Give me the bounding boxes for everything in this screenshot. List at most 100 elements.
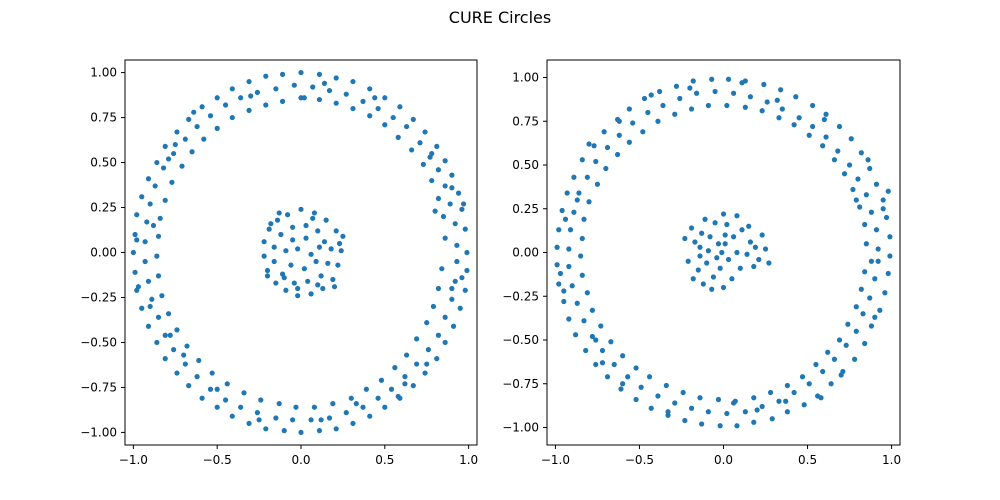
- left-scatter-point: [201, 136, 207, 142]
- left-scatter-point: [241, 390, 247, 396]
- right-scatter-point: [883, 214, 890, 221]
- left-scatter-point: [301, 266, 307, 272]
- left-scatter-point: [447, 201, 453, 207]
- right-scatter-point: [867, 295, 873, 301]
- right-scatter-point: [863, 241, 869, 247]
- left-scatter-point: [169, 179, 175, 185]
- right-scatter-point: [730, 400, 737, 406]
- left-scatter-point: [316, 428, 323, 434]
- left-scatter-point: [293, 404, 299, 410]
- right-scatter-point: [584, 174, 590, 180]
- right-scatter-point: [868, 258, 875, 264]
- right-scatter-point: [641, 95, 648, 102]
- left-scatter-point: [214, 95, 220, 101]
- left-scatter-point: [266, 226, 272, 232]
- right-scatter-point: [823, 134, 829, 140]
- right-scatter-point: [719, 249, 725, 256]
- right-scatter-axes: −1.0 −0.5 0.0 0.5 1.0 −1.00 −0.75 −0.50 −0.25 0.…: [502, 59, 901, 467]
- right-scatter-point: [836, 123, 843, 130]
- right-scatter-point: [838, 372, 844, 378]
- right-scatter-point: [791, 389, 797, 396]
- left-scatter-point: [454, 258, 460, 265]
- left-scatter-point: [328, 246, 334, 252]
- right-scatter-point: [695, 267, 701, 273]
- right-scatter-point: [564, 190, 570, 196]
- left-scatter-point: [432, 208, 438, 214]
- right-scatter-point: [690, 78, 696, 84]
- right-scatter-point: [648, 92, 654, 98]
- left-scatter-point: [440, 213, 447, 220]
- left-scatter-point: [430, 303, 437, 310]
- right-scatter-point: [793, 94, 799, 100]
- left-scatter-point: [333, 228, 339, 234]
- left-scatter-point: [271, 258, 277, 265]
- right-scatter-point: [715, 241, 722, 247]
- left-scatter-point: [318, 417, 324, 423]
- right-scatter-point: [885, 188, 891, 194]
- left-y-axis: −1.00 −0.75 −0.50 −0.25 0.00 0.25 0.50 0.75 1.00: [80, 66, 125, 439]
- left-scatter-point: [155, 233, 162, 239]
- right-scatter-point: [751, 419, 757, 425]
- left-scatter-point: [152, 183, 158, 189]
- left-scatter-point: [291, 82, 297, 88]
- left-scatter-point: [450, 323, 457, 329]
- right-scatter-point: [820, 143, 826, 149]
- right-scatter-point: [862, 221, 868, 228]
- left-scatter-point: [142, 239, 148, 245]
- right-scatter-point: [620, 353, 626, 359]
- left-scatter-axes: −1.0 −0.5 0.0 0.5 1.0 −1.00 −0.75 −0.50 −0.25 0.…: [80, 59, 478, 467]
- right-scatter-point: [873, 227, 880, 233]
- left-scatter-point: [261, 239, 267, 245]
- right-scatter-point: [712, 88, 718, 95]
- right-scatter-point: [593, 361, 599, 368]
- left-scatter-point: [145, 278, 152, 284]
- left-scatter-point: [238, 95, 244, 101]
- right-scatter-point: [657, 88, 663, 95]
- left-scatter-point: [295, 246, 301, 252]
- left-scatter-point: [172, 141, 178, 148]
- right-scatter-point: [835, 148, 841, 154]
- left-scatter-point: [414, 361, 420, 367]
- left-scatter-point: [186, 116, 192, 122]
- right-scatter-point: [784, 382, 790, 389]
- right-scatter-point: [589, 333, 595, 340]
- right-scatter-point: [591, 143, 597, 149]
- left-scatter-point: [263, 426, 269, 432]
- left-scatter-point: [142, 258, 148, 265]
- left-scatter-point: [207, 113, 214, 119]
- left-scatter-point: [363, 386, 369, 392]
- right-scatter-point: [821, 116, 827, 123]
- left-scatter-point: [179, 163, 185, 169]
- right-scatter-point: [769, 416, 775, 422]
- right-y-tick-label: −1.00: [502, 421, 539, 435]
- left-scatter-point: [402, 381, 408, 387]
- left-scatter-point: [222, 102, 229, 108]
- right-scatter-point: [599, 360, 606, 366]
- left-scatter-point: [276, 401, 282, 407]
- left-scatter-point: [199, 104, 205, 110]
- right-scatter-point: [586, 199, 592, 205]
- left-scatter-point: [350, 78, 356, 85]
- right-scatter-point: [761, 81, 767, 88]
- right-scatter-point: [836, 337, 843, 343]
- left-scatter-point: [414, 336, 420, 342]
- left-scatter-point: [442, 158, 448, 164]
- right-scatter-point: [823, 111, 829, 117]
- left-scatter-point: [367, 413, 373, 419]
- left-scatter-point: [222, 397, 229, 403]
- left-scatter-point: [449, 172, 455, 178]
- right-scatter-point: [720, 284, 727, 291]
- left-scatter-point: [298, 429, 304, 436]
- right-scatter-point: [700, 281, 706, 287]
- right-scatter-point: [729, 276, 735, 282]
- left-scatter-point: [150, 222, 157, 229]
- right-scatter-point: [574, 300, 580, 306]
- right-x-tick-label: −0.5: [625, 453, 654, 467]
- left-scatter-point: [462, 226, 468, 232]
- left-scatter-point: [410, 383, 416, 389]
- right-scatter-point: [556, 281, 562, 287]
- left-scatter-point: [145, 323, 152, 329]
- right-scatter-point: [578, 253, 584, 259]
- left-y-tick-label: −0.25: [80, 290, 117, 304]
- left-scatter-point: [264, 273, 271, 279]
